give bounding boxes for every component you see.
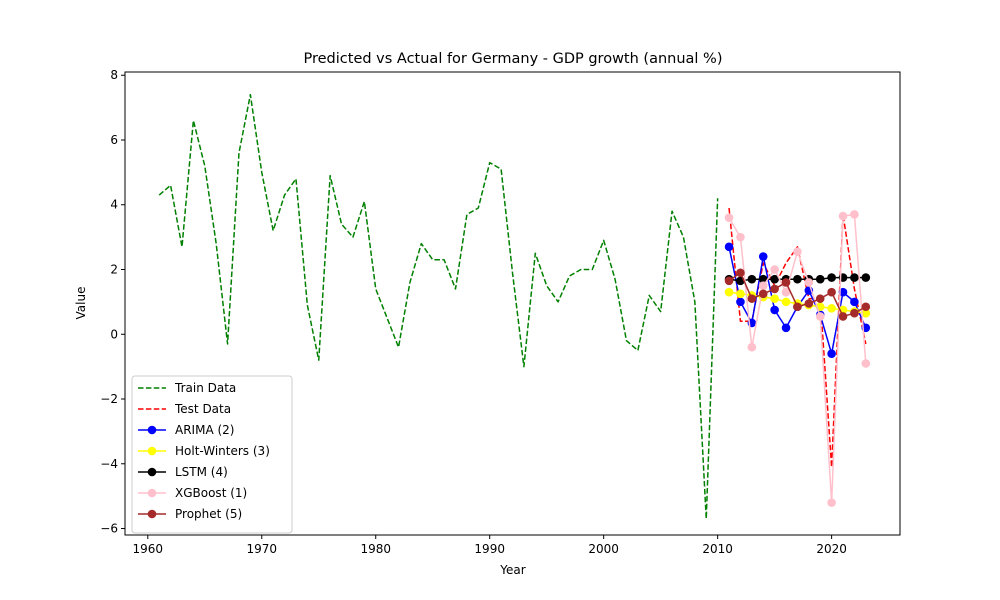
data-point-arima-2 bbox=[850, 297, 859, 307]
legend-marker bbox=[147, 509, 157, 519]
x-axis-label: Year bbox=[499, 563, 525, 577]
data-point-xgboost-1 bbox=[770, 265, 779, 274]
data-point-prophet-5 bbox=[781, 278, 791, 287]
data-point-xgboost-1 bbox=[804, 278, 814, 287]
data-point-holt-winters-3 bbox=[827, 304, 836, 313]
y-tick-label: −2 bbox=[100, 392, 118, 406]
data-point-arima-2 bbox=[781, 323, 791, 333]
series-train-data bbox=[158, 93, 719, 520]
data-point-xgboost-1 bbox=[838, 211, 848, 221]
data-point-prophet-5 bbox=[793, 302, 802, 312]
data-point-xgboost-1 bbox=[815, 312, 825, 321]
data-point-lstm-4 bbox=[827, 273, 836, 282]
data-point-lstm-4 bbox=[747, 274, 757, 284]
legend-item-holt-winters-3: Holt-Winters (3) bbox=[138, 444, 270, 458]
series-lstm-4 bbox=[724, 273, 871, 286]
legend-item-prophet-5: Prophet (5) bbox=[138, 507, 242, 521]
y-axis: −6 −4 −2 0 2 4 6 8 bbox=[100, 68, 125, 536]
series-prophet-5 bbox=[724, 268, 871, 321]
legend-label: Test Data bbox=[174, 402, 231, 416]
y-tick-label: −4 bbox=[100, 457, 118, 471]
data-point-xgboost-1 bbox=[861, 359, 871, 368]
legend-label: ARIMA (2) bbox=[175, 423, 234, 437]
series-line-xgboost-1 bbox=[728, 213, 867, 504]
legend-marker bbox=[147, 467, 157, 477]
series-line-train-data bbox=[158, 93, 719, 520]
y-axis-label: Value bbox=[74, 287, 88, 320]
data-point-prophet-5 bbox=[747, 294, 757, 303]
data-point-prophet-5 bbox=[804, 299, 814, 308]
data-point-arima-2 bbox=[827, 349, 836, 358]
x-tick-label: 2000 bbox=[588, 542, 619, 556]
x-tick-label: 1960 bbox=[133, 542, 164, 556]
data-point-lstm-4 bbox=[770, 274, 779, 284]
legend-label: LSTM (4) bbox=[175, 465, 228, 479]
legend-item-train-data: Train Data bbox=[138, 381, 236, 395]
x-tick-label: 1970 bbox=[246, 542, 277, 556]
data-point-lstm-4 bbox=[793, 274, 802, 284]
data-point-holt-winters-3 bbox=[736, 289, 745, 299]
data-point-xgboost-1 bbox=[747, 342, 757, 352]
data-point-arima-2 bbox=[758, 252, 768, 261]
legend-label: XGBoost (1) bbox=[175, 486, 247, 500]
data-point-xgboost-1 bbox=[758, 281, 768, 290]
y-tick-label: 6 bbox=[110, 133, 118, 147]
data-point-prophet-5 bbox=[815, 294, 825, 303]
legend-item-arima-2: ARIMA (2) bbox=[138, 423, 234, 437]
data-point-prophet-5 bbox=[838, 312, 848, 321]
legend-item-xgboost-1: XGBoost (1) bbox=[138, 486, 247, 500]
data-point-prophet-5 bbox=[736, 268, 745, 278]
chart-title: Predicted vs Actual for Germany - GDP gr… bbox=[304, 51, 723, 67]
x-tick-label: 1990 bbox=[474, 542, 505, 556]
data-point-lstm-4 bbox=[850, 273, 859, 282]
data-point-holt-winters-3 bbox=[781, 297, 791, 307]
data-point-xgboost-1 bbox=[850, 210, 859, 219]
y-tick-label: 8 bbox=[110, 68, 118, 82]
data-point-arima-2 bbox=[724, 242, 734, 252]
legend-item-lstm-4: LSTM (4) bbox=[138, 465, 228, 479]
data-point-holt-winters-3 bbox=[724, 287, 734, 297]
y-tick-label: 0 bbox=[110, 327, 118, 341]
y-tick-label: −6 bbox=[100, 522, 118, 536]
data-point-prophet-5 bbox=[861, 302, 871, 312]
legend-label: Train Data bbox=[174, 381, 236, 395]
y-tick-label: 4 bbox=[110, 198, 118, 212]
series-line-test-data bbox=[728, 207, 867, 468]
x-tick-label: 2020 bbox=[816, 542, 847, 556]
x-tick-label: 1980 bbox=[360, 542, 391, 556]
x-tick-label: 2010 bbox=[702, 542, 733, 556]
x-axis: 1960 1970 1980 1990 2000 2010 2020 bbox=[133, 535, 847, 556]
legend-label: Prophet (5) bbox=[175, 507, 242, 521]
data-point-prophet-5 bbox=[827, 287, 836, 297]
legend-label: Holt-Winters (3) bbox=[175, 444, 270, 458]
data-point-xgboost-1 bbox=[736, 232, 745, 242]
series-test-data bbox=[728, 207, 867, 468]
legend-marker bbox=[147, 425, 157, 435]
data-point-prophet-5 bbox=[850, 308, 859, 318]
data-point-arima-2 bbox=[838, 287, 848, 297]
legend-item-test-data: Test Data bbox=[138, 402, 231, 416]
data-point-arima-2 bbox=[736, 297, 745, 307]
data-point-xgboost-1 bbox=[793, 247, 802, 256]
data-point-holt-winters-3 bbox=[861, 308, 871, 318]
data-point-prophet-5 bbox=[770, 284, 779, 294]
plot-area bbox=[158, 93, 871, 520]
data-point-xgboost-1 bbox=[724, 213, 734, 222]
data-point-xgboost-1 bbox=[781, 287, 791, 297]
y-tick-label: 2 bbox=[110, 263, 118, 277]
data-point-xgboost-1 bbox=[827, 498, 836, 507]
data-point-prophet-5 bbox=[724, 276, 734, 286]
legend-marker bbox=[147, 488, 157, 498]
legend-marker bbox=[147, 446, 157, 456]
data-point-holt-winters-3 bbox=[770, 294, 779, 303]
series-xgboost-1 bbox=[724, 210, 871, 507]
data-point-prophet-5 bbox=[758, 289, 768, 299]
data-point-arima-2 bbox=[770, 305, 779, 315]
legend: Train Data Test Data ARIMA (2) Holt-Winters… bbox=[131, 375, 293, 534]
data-point-lstm-4 bbox=[815, 274, 825, 284]
legend-box bbox=[131, 375, 293, 534]
plot-frame bbox=[124, 71, 901, 536]
data-point-lstm-4 bbox=[861, 273, 871, 282]
